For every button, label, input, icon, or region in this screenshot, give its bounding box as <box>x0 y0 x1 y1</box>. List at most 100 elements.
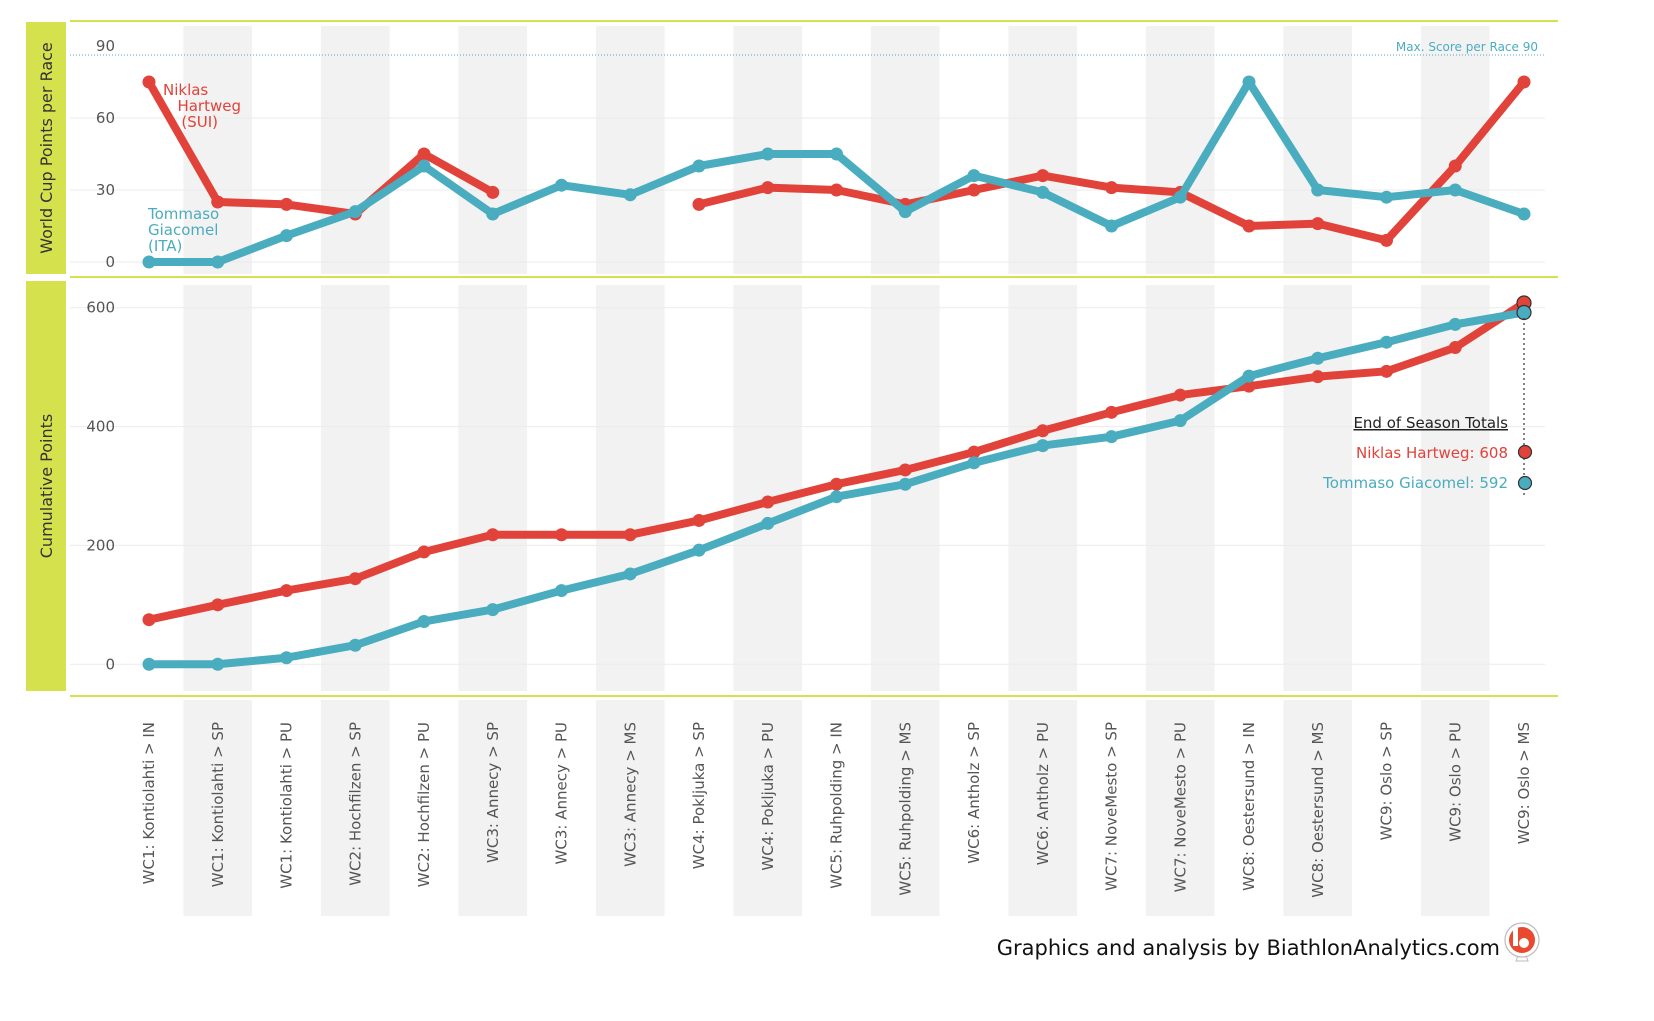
point-p1-0-0 <box>142 613 156 627</box>
point-p1-1-16 <box>1242 369 1256 383</box>
point-p0-0-10 <box>830 183 843 197</box>
point-p0-1-5 <box>486 207 500 221</box>
category-label-9: WC4: Pokljuka > PU <box>759 722 777 871</box>
point-p1-0-10 <box>830 477 843 491</box>
y-tick-p0-0: 0 <box>105 253 115 271</box>
point-p0-0-20 <box>1517 75 1531 89</box>
point-p1-0-3 <box>348 572 362 586</box>
category-label-13: WC6: Antholz > PU <box>1034 722 1052 865</box>
totals-hartweg-marker <box>1517 444 1533 460</box>
line-p0-0-seg0 <box>145 78 497 218</box>
point-p0-1-18 <box>1380 190 1393 204</box>
category-label-8: WC4: Pokljuka > SP <box>690 722 708 869</box>
hartweg-label: Niklas Hartweg (SUI) <box>163 81 241 131</box>
point-p1-1-18 <box>1380 335 1393 349</box>
point-p1-1-4 <box>417 614 431 628</box>
point-p1-1-15 <box>1173 414 1187 428</box>
band-label-1 <box>183 700 253 916</box>
hartweg-label-line2: Hartweg <box>177 97 241 115</box>
point-p1-0-6 <box>555 528 568 542</box>
point-p1-1-5 <box>486 603 500 617</box>
point-p1-0-17 <box>1311 370 1325 384</box>
band-bottom-1 <box>183 285 253 691</box>
point-p0-1-12 <box>967 169 981 183</box>
totals-giacomel-marker <box>1517 475 1533 491</box>
series-p1-1 <box>142 304 1532 671</box>
band-bottom-5 <box>458 285 528 691</box>
band-label-15 <box>1145 700 1215 916</box>
point-p0-1-15 <box>1173 190 1187 204</box>
series-p1-0 <box>142 295 1532 627</box>
totals-giacomel: Tommaso Giacomel: 592 <box>1322 474 1508 492</box>
category-label-3: WC2: Hochfilzen > SP <box>346 722 364 886</box>
y-tick-p0-30: 30 <box>96 181 115 199</box>
point-p0-0-5 <box>486 185 500 199</box>
giacomel-label: Tommaso Giacomel (ITA) <box>147 205 219 255</box>
band-label-9 <box>733 700 803 916</box>
hartweg-label-line3: (SUI) <box>181 113 218 131</box>
point-p1-1-12 <box>967 456 981 470</box>
category-label-11: WC5: Ruhpolding > MS <box>896 722 914 896</box>
y-tick-labels: 0 30 60 90 0 200 400 600 <box>86 37 115 673</box>
totals-hartweg: Niklas Hartweg: 608 <box>1356 444 1508 462</box>
point-p1-0-5 <box>486 528 500 542</box>
category-label-19: WC9: Oslo > PU <box>1446 722 1464 842</box>
point-p1-0-8 <box>692 513 706 527</box>
category-label-16: WC8: Oestersund > IN <box>1240 722 1258 891</box>
band-label-7 <box>595 700 665 916</box>
point-p0-1-10 <box>830 147 843 161</box>
point-p1-0-9 <box>761 495 775 509</box>
point-p0-0-2 <box>280 197 293 211</box>
point-p0-1-11 <box>898 205 912 219</box>
category-label-2: WC1: Kontiolahti > PU <box>278 722 296 889</box>
point-p0-1-9 <box>761 147 775 161</box>
band-bottom-13 <box>1008 285 1078 691</box>
band-bottom-3 <box>320 285 390 691</box>
biathlon-analytics-logo <box>1504 922 1540 962</box>
line-p0-0-seg1 <box>695 78 1528 245</box>
point-p1-0-15 <box>1173 388 1187 402</box>
point-p1-0-11 <box>898 463 912 477</box>
band-top-1 <box>183 26 253 274</box>
category-label-7: WC3: Annecy > MS <box>621 722 639 867</box>
category-bands <box>183 26 1490 916</box>
band-top-19 <box>1420 26 1490 274</box>
category-label-5: WC3: Annecy > SP <box>484 722 502 863</box>
point-p0-0-1 <box>211 195 225 209</box>
category-label-20: WC9: Oslo > MS <box>1515 722 1533 844</box>
point-p1-1-20 <box>1516 304 1532 321</box>
category-labels: WC1: Kontiolahti > IN WC1: Kontiolahti > … <box>140 722 1533 898</box>
point-p1-0-12 <box>967 445 981 459</box>
band-label-3 <box>320 700 390 916</box>
point-p1-1-1 <box>211 657 225 671</box>
band-top-5 <box>458 26 528 274</box>
top-y-axis-title: World Cup Points per Race <box>37 42 56 254</box>
point-p0-1-7 <box>623 188 637 202</box>
category-label-17: WC8: Oestersund > MS <box>1309 722 1327 898</box>
point-p1-1-2 <box>280 651 293 665</box>
point-p1-1-14 <box>1105 430 1118 444</box>
point-p0-1-8 <box>692 159 706 173</box>
point-p1-0-2 <box>280 584 293 598</box>
point-p1-1-13 <box>1036 439 1050 453</box>
point-p0-0-17 <box>1311 217 1325 231</box>
point-p1-0-4 <box>417 545 431 559</box>
point-p0-1-2 <box>280 229 293 243</box>
y-tick-p1-400: 400 <box>86 418 115 436</box>
category-label-1: WC1: Kontiolahti > SP <box>209 722 227 887</box>
series-p0-1 <box>142 75 1531 269</box>
category-label-4: WC2: Hochfilzen > PU <box>415 722 433 887</box>
point-p0-1-6 <box>555 178 568 192</box>
point-p1-0-18 <box>1380 364 1393 378</box>
point-p0-0-8 <box>692 197 706 211</box>
y-tick-p1-600: 600 <box>86 299 115 317</box>
point-p0-0-13 <box>1036 169 1050 183</box>
point-p1-1-7 <box>623 567 637 581</box>
credit-text: Graphics and analysis by BiathlonAnalyti… <box>997 936 1500 960</box>
point-p0-0-0 <box>142 75 156 89</box>
band-top-15 <box>1145 26 1215 274</box>
bottom-panel-strip <box>26 281 66 691</box>
point-p0-1-19 <box>1448 183 1462 197</box>
point-p1-1-10 <box>830 490 843 504</box>
